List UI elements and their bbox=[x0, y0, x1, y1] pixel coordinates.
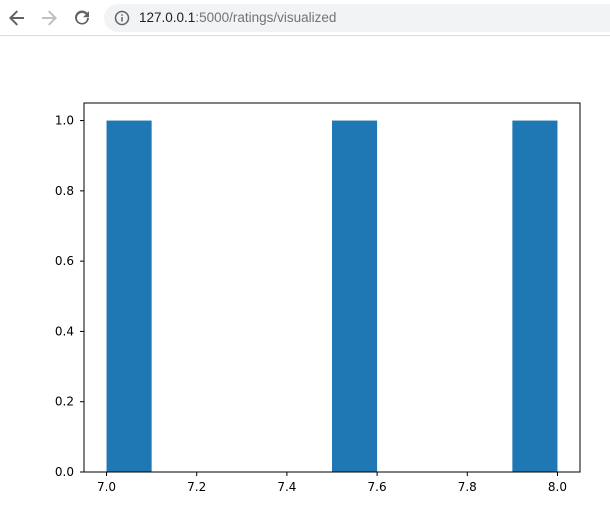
plot-frame bbox=[83, 102, 581, 473]
x-tick-label: 7.2 bbox=[187, 480, 206, 494]
x-tick-label: 7.8 bbox=[458, 480, 477, 494]
histogram-figure: 7.0 7.2 7.4 7.6 7.8 8.0 0.0 0.2 0.4 0.6 0.8 1.0 bbox=[0, 37, 610, 515]
arrow-right-icon bbox=[42, 10, 57, 26]
x-tick-label: 7.0 bbox=[97, 480, 116, 494]
x-tick-label: 8.0 bbox=[548, 480, 567, 494]
histogram-bar bbox=[332, 120, 378, 473]
x-tick-label: 7.4 bbox=[277, 480, 296, 494]
y-tick-label: 0.8 bbox=[55, 184, 74, 198]
url-host: 127.0.0.1 bbox=[139, 10, 196, 25]
reload-button[interactable] bbox=[70, 6, 94, 30]
y-tick-label: 0.6 bbox=[55, 254, 74, 268]
histogram-bar bbox=[512, 120, 558, 473]
reload-icon bbox=[75, 10, 89, 25]
back-button[interactable] bbox=[5, 6, 29, 30]
url-text[interactable]: 127.0.0.1:5000/ratings/visualized bbox=[139, 4, 336, 32]
arrow-left-icon bbox=[9, 10, 24, 26]
histogram-chart: 7.0 7.2 7.4 7.6 7.8 8.0 0.0 0.2 0.4 0.6 0.8 1.0 bbox=[55, 102, 581, 494]
y-tick-label: 0.2 bbox=[55, 395, 74, 409]
url-path: :5000/ratings/visualized bbox=[195, 10, 337, 25]
y-tick-label: 0.4 bbox=[55, 324, 74, 338]
x-tick-label: 7.6 bbox=[368, 480, 387, 494]
forward-button[interactable] bbox=[37, 6, 61, 30]
address-bar[interactable]: 127.0.0.1:5000/ratings/visualized bbox=[104, 4, 610, 32]
y-tick-label: 0.0 bbox=[55, 465, 74, 479]
browser-toolbar: 127.0.0.1:5000/ratings/visualized bbox=[0, 0, 610, 36]
info-icon[interactable] bbox=[114, 10, 130, 26]
y-tick-label: 1.0 bbox=[55, 114, 74, 128]
histogram-bar bbox=[106, 120, 152, 473]
